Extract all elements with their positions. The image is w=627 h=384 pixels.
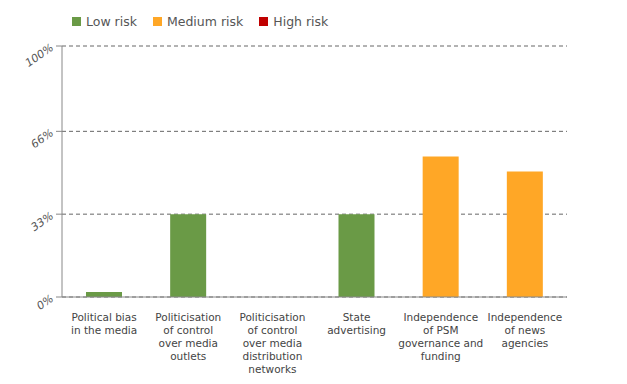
svg-text:Independenceof PSMgovernance a: Independenceof PSMgovernance andfunding bbox=[398, 311, 483, 362]
svg-text:Political biasin the media: Political biasin the media bbox=[71, 311, 137, 336]
html-text:High risk: High risk bbox=[273, 14, 329, 29]
svg-text:100%: 100% bbox=[23, 41, 56, 70]
svg-text:0%: 0% bbox=[34, 292, 56, 313]
svg-text:Politicisationof controlover m: Politicisationof controlover mediaoutlet… bbox=[155, 311, 221, 362]
html-text:Low risk: Low risk bbox=[86, 14, 137, 29]
svg-text:33%: 33% bbox=[29, 209, 56, 234]
svg-text:Independenceof newsagencies: Independenceof newsagencies bbox=[488, 311, 563, 349]
svg-text:Stateadvertising: Stateadvertising bbox=[327, 311, 386, 336]
svg-text:Politicisationof controlover m: Politicisationof controlover mediadistri… bbox=[239, 311, 305, 375]
html-text:Medium risk: Medium risk bbox=[167, 14, 244, 29]
svg-text:66%: 66% bbox=[29, 126, 56, 151]
